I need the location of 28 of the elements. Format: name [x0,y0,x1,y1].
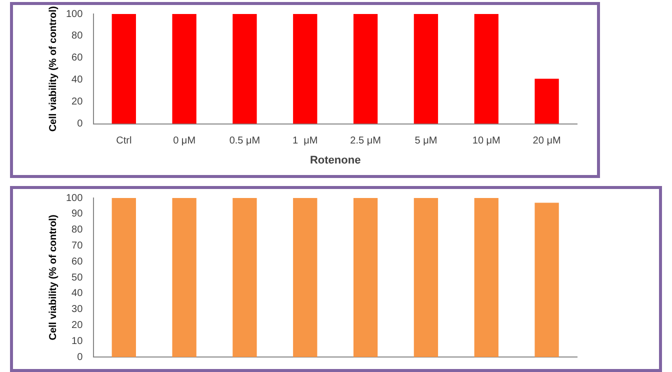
x-tick-label: 0.5 μM [229,136,260,147]
y-axis-title: Cell viability (% of control) [48,6,59,132]
y-tick-label: 100 [66,192,84,204]
y-tick-label: 20 [72,96,84,108]
y-tick-label: 40 [72,288,84,300]
y-tick-label: 80 [72,224,84,236]
y-axis-title: Cell viability (% of control) [48,214,59,340]
y-tick-label: 10 [72,336,84,347]
x-tick-label: Ctrl [116,136,132,147]
y-tick-label: 0 [77,352,84,363]
x-tick-label: 10 μM [472,136,500,147]
x-tick-label: 2.5 μM [350,136,381,147]
x-tick-label: 0 μM [173,136,196,147]
y-tick-label: 50 [72,272,84,284]
y-tick-label: 90 [72,208,84,220]
y-tick-label: 70 [72,240,84,252]
x-tick-label: 5 μM [414,136,438,147]
y-tick-label: 0 [77,118,84,130]
y-tick-label: 30 [72,304,84,316]
x-axis-title: Rotenone [310,154,361,166]
y-tick-label: 100 [66,8,84,20]
y-tick-label: 60 [72,52,84,64]
x-tick-label: 20 μM [532,136,561,147]
y-tick-label: 60 [72,256,84,268]
y-tick-label: 20 [72,320,84,331]
y-tick-label: 40 [72,74,84,86]
y-tick-label: 80 [72,30,84,42]
x-tick-label: 1 μM [292,136,318,147]
